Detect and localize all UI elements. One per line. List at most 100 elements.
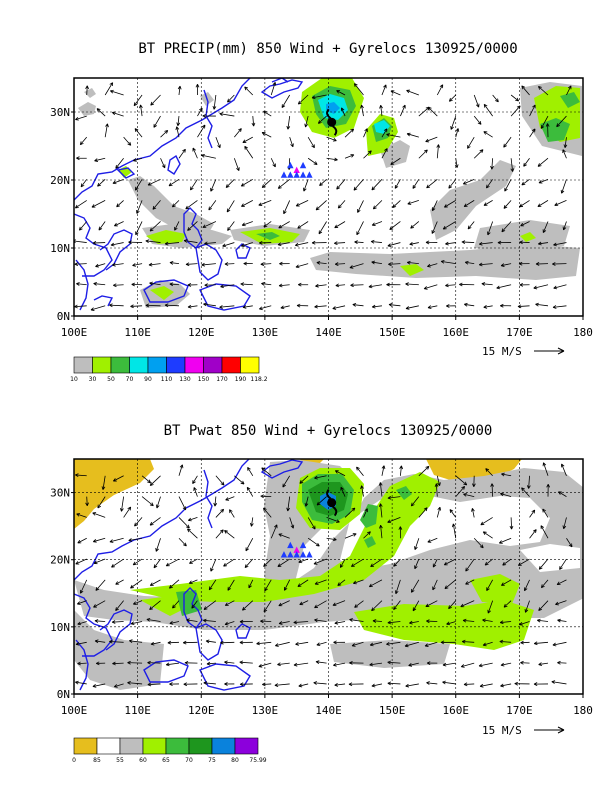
wind-arrow bbox=[442, 662, 456, 667]
wind-arrow bbox=[141, 475, 151, 484]
wind-arrow bbox=[202, 114, 216, 118]
wind-arrow bbox=[256, 641, 272, 646]
wind-arrow bbox=[540, 579, 549, 589]
wind-arrow bbox=[393, 558, 401, 567]
colorbar-label: 50 bbox=[107, 376, 115, 383]
wind-arrow bbox=[449, 509, 457, 518]
wind-arrow bbox=[500, 662, 512, 667]
wind-arrow bbox=[483, 305, 493, 309]
colorbar-label: 10 bbox=[70, 376, 78, 383]
wind-arrow bbox=[283, 579, 291, 591]
gyre-marker bbox=[306, 551, 313, 558]
wind-arrow bbox=[75, 558, 87, 565]
wind-arrow bbox=[482, 641, 493, 647]
wind-arrow bbox=[278, 283, 290, 288]
wind-arrow bbox=[282, 475, 291, 488]
y-tick-label: 30N bbox=[50, 106, 70, 119]
wind-arrow bbox=[500, 303, 512, 308]
wind-arrow bbox=[418, 106, 430, 117]
wind-arrow bbox=[295, 200, 309, 207]
wind-arrow bbox=[132, 558, 143, 566]
wind-arrow bbox=[418, 149, 428, 159]
wind-arrow bbox=[183, 239, 198, 243]
wind-arrow bbox=[408, 662, 419, 667]
colorbar-label: 75 bbox=[208, 757, 216, 764]
wind-arrow bbox=[521, 178, 530, 186]
wind-arrow bbox=[386, 282, 401, 287]
wind-scale-label: 15 M/S bbox=[482, 345, 522, 358]
wind-arrow bbox=[425, 240, 438, 245]
wind-arrow bbox=[443, 558, 456, 566]
wind-arrow bbox=[95, 579, 106, 591]
wind-arrow bbox=[93, 281, 106, 286]
wind-arrow bbox=[387, 620, 401, 625]
gyre-marker bbox=[280, 551, 288, 558]
wind-arrow bbox=[101, 475, 106, 490]
wind-arrow bbox=[372, 619, 382, 623]
wind-arrow bbox=[195, 83, 200, 96]
wind-arrow bbox=[473, 115, 482, 125]
wind-arrow bbox=[187, 283, 198, 287]
wind-arrow bbox=[393, 600, 401, 611]
wind-arrow bbox=[224, 262, 235, 266]
wind-arrow bbox=[202, 221, 217, 228]
wind-arrow bbox=[130, 304, 143, 309]
wind-arrow bbox=[128, 639, 143, 643]
wind-arrow bbox=[206, 661, 216, 666]
y-tick-label: 0N bbox=[57, 688, 70, 701]
wind-arrow bbox=[535, 262, 549, 266]
wind-arrow bbox=[556, 579, 567, 585]
wind-arrow bbox=[467, 221, 475, 230]
wind-arrow bbox=[334, 620, 346, 625]
wind-arrow bbox=[278, 621, 290, 625]
colorbar-swatch bbox=[73, 356, 93, 374]
wind-arrow bbox=[130, 621, 143, 626]
wind-arrow bbox=[552, 262, 567, 266]
wind-arrow bbox=[315, 283, 327, 288]
wind-arrow bbox=[480, 517, 493, 526]
wind-arrow bbox=[132, 263, 143, 267]
wind-arrow bbox=[363, 508, 368, 518]
wind-arrow bbox=[405, 282, 419, 286]
wind-arrow bbox=[293, 662, 309, 667]
wind-arrow bbox=[360, 104, 364, 117]
wind-arrow bbox=[187, 304, 198, 309]
wind-arrow bbox=[387, 242, 401, 247]
wind-arrow bbox=[425, 600, 438, 608]
wind-arrow bbox=[187, 517, 198, 522]
wind-arrow bbox=[483, 131, 493, 138]
wind-arrow bbox=[533, 682, 549, 686]
wind-arrow bbox=[463, 492, 475, 497]
wind-arrow bbox=[165, 558, 180, 567]
wind-arrow bbox=[542, 462, 549, 476]
wind-arrow bbox=[225, 496, 235, 501]
wind-arrow bbox=[486, 579, 494, 592]
wind-arrow bbox=[98, 221, 106, 231]
wind-arrow bbox=[538, 662, 549, 666]
wind-arrow bbox=[224, 621, 235, 626]
wind-arrow bbox=[289, 137, 294, 148]
x-tick-label: 130E bbox=[252, 326, 279, 339]
wind-arrow bbox=[171, 200, 180, 208]
wind-arrow bbox=[150, 641, 161, 646]
wind-arrow bbox=[94, 619, 106, 623]
wind-arrow bbox=[164, 303, 180, 308]
colorbar-swatch bbox=[147, 356, 167, 374]
wind-arrow bbox=[94, 157, 106, 162]
wind-arrow bbox=[94, 639, 106, 644]
wind-arrow bbox=[482, 531, 493, 539]
wind-arrow bbox=[372, 200, 383, 210]
wind-arrow bbox=[95, 263, 106, 268]
wind-arrow bbox=[501, 579, 512, 586]
wind-arrow bbox=[409, 620, 419, 625]
gyre-marker bbox=[287, 551, 294, 558]
wind-arrow bbox=[132, 600, 143, 605]
wind-arrow bbox=[275, 641, 290, 647]
wind-arrow bbox=[410, 221, 420, 229]
wind-arrow bbox=[262, 682, 272, 687]
wind-scale: 15 M/S bbox=[482, 345, 565, 358]
colorbar-label: 170 bbox=[216, 376, 228, 383]
wind-arrow bbox=[74, 262, 87, 266]
wind-arrow bbox=[187, 221, 198, 231]
wind-arrow bbox=[478, 241, 493, 246]
